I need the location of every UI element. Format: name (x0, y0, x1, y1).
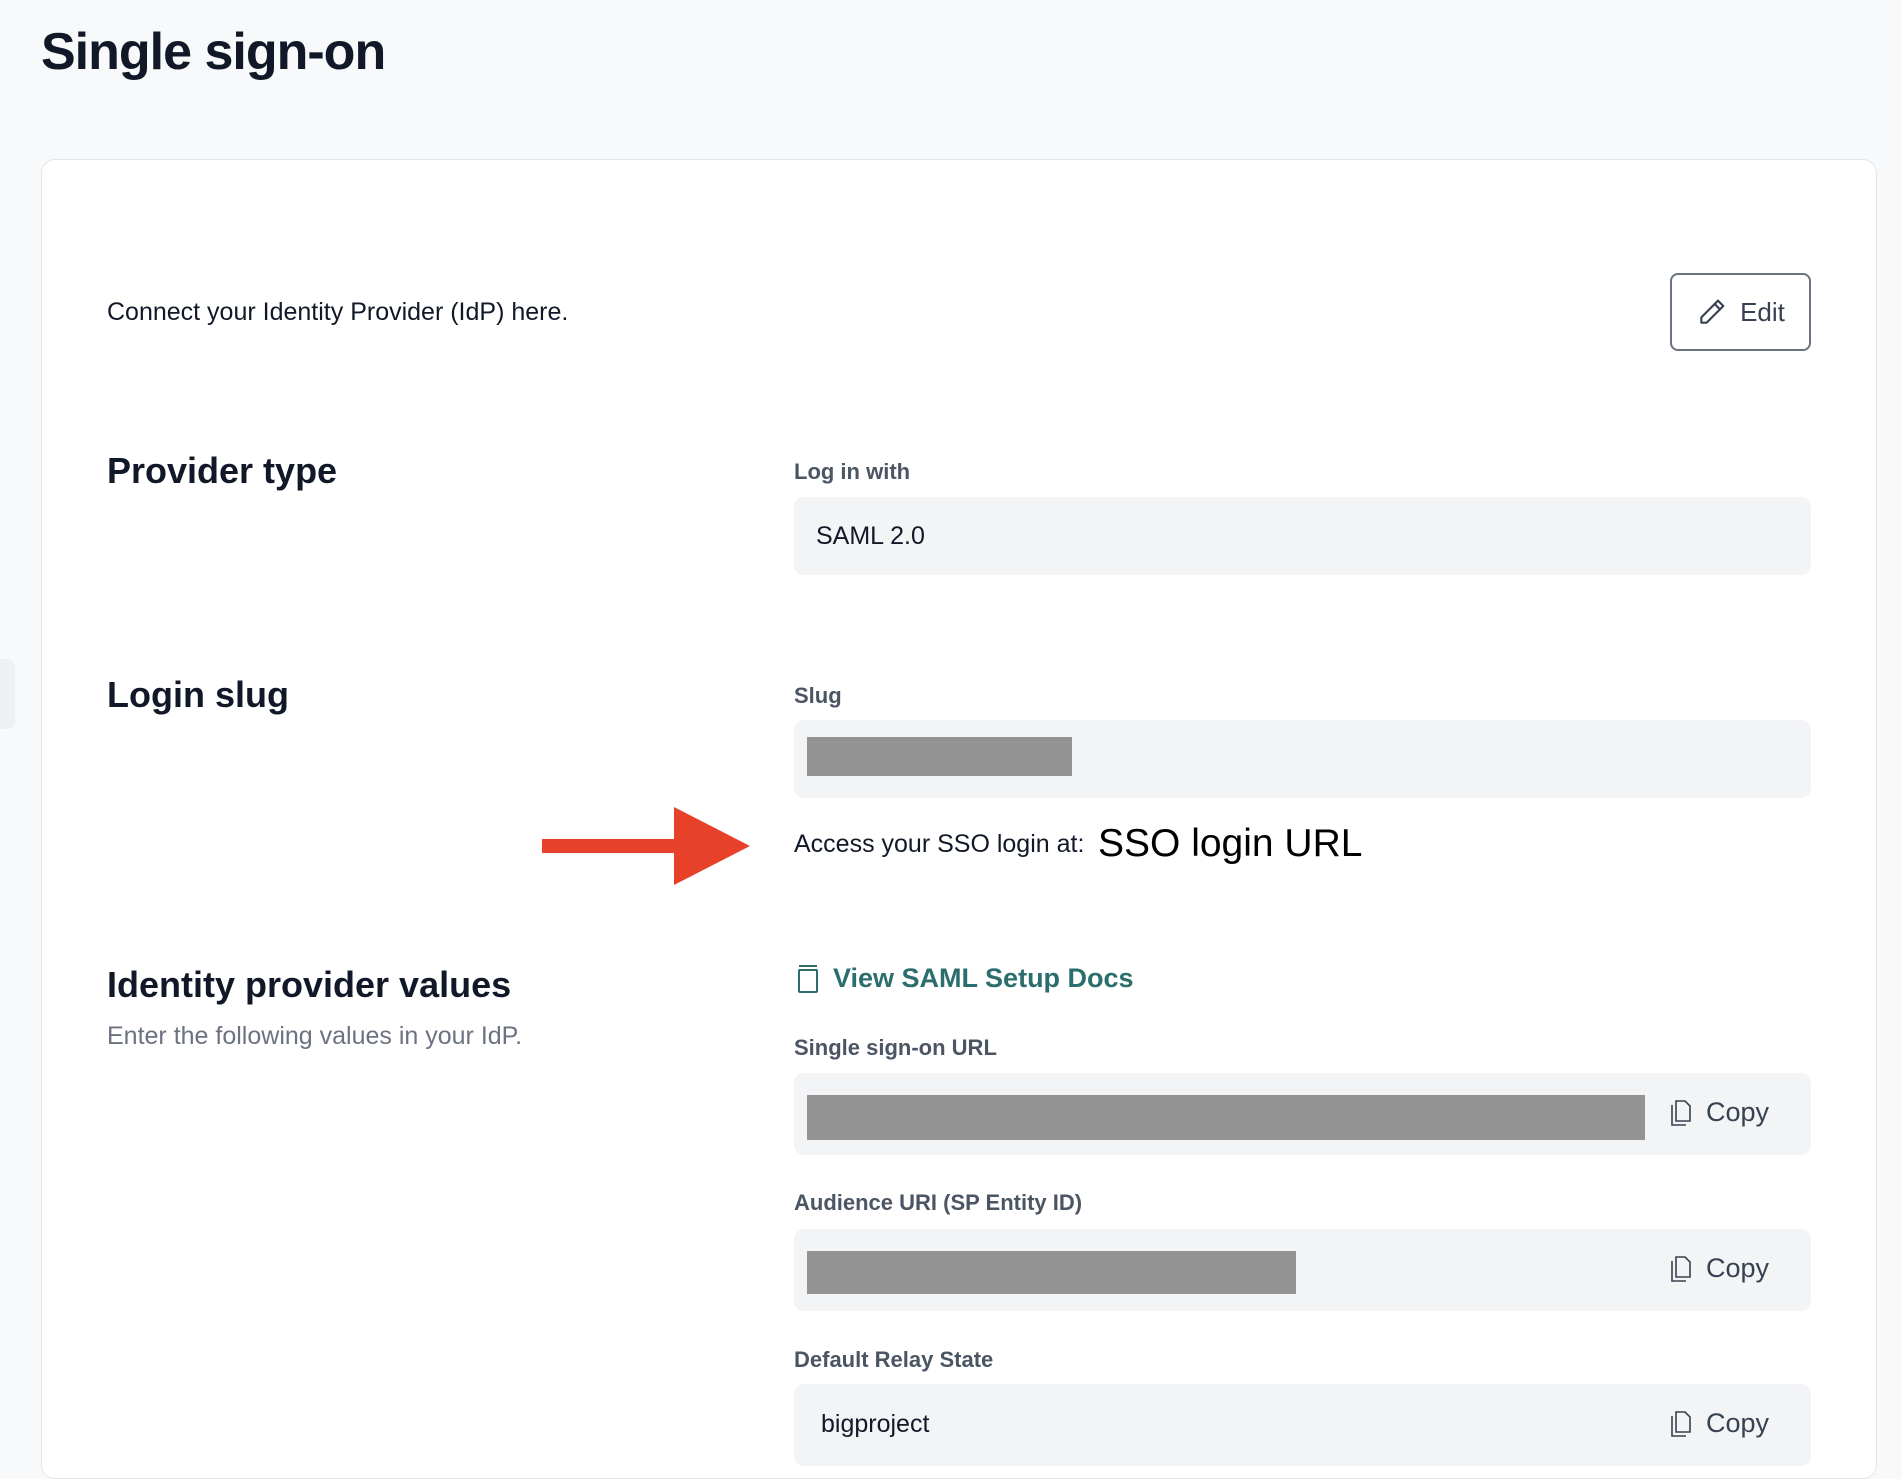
copy-relay-state-button[interactable]: Copy (1670, 1408, 1769, 1439)
log-in-with-value: SAML 2.0 (816, 522, 925, 550)
intro-text: Connect your Identity Provider (IdP) her… (107, 298, 569, 326)
page-title: Single sign-on (41, 23, 386, 81)
sso-url-field[interactable]: Copy (794, 1073, 1811, 1155)
book-icon (798, 964, 818, 993)
copy-icon (1671, 1099, 1691, 1126)
copy-label: Copy (1705, 1253, 1769, 1283)
pencil-icon (1700, 299, 1725, 324)
annotation-arrow-icon (542, 807, 750, 885)
side-panel-handle[interactable] (0, 659, 15, 729)
copy-label: Copy (1705, 1408, 1769, 1438)
edit-label: Edit (1740, 296, 1785, 327)
copy-label: Copy (1705, 1097, 1769, 1127)
copy-sso-url-button[interactable]: Copy (1670, 1097, 1769, 1128)
view-saml-docs-link[interactable]: View SAML Setup Docs (797, 963, 1134, 994)
view-saml-docs-label: View SAML Setup Docs (833, 963, 1134, 993)
sso-access-text: Access your SSO login at: (794, 830, 1085, 858)
copy-audience-uri-button[interactable]: Copy (1670, 1253, 1769, 1284)
slug-field[interactable] (794, 720, 1811, 798)
sso-login-url-annotation: SSO login URL (1098, 822, 1363, 865)
sso-url-label: Single sign-on URL (794, 1035, 997, 1060)
slug-label: Slug (794, 683, 842, 708)
login-slug-heading: Login slug (107, 674, 289, 715)
relay-state-field[interactable]: bigproject Copy (794, 1384, 1811, 1466)
copy-icon (1671, 1410, 1691, 1437)
relay-state-label: Default Relay State (794, 1347, 994, 1372)
log-in-with-label: Log in with (794, 459, 911, 484)
audience-uri-field[interactable]: Copy (794, 1229, 1811, 1311)
redacted-audience-uri (807, 1251, 1296, 1294)
redacted-slug (807, 737, 1072, 776)
identity-provider-values-heading: Identity provider values (107, 964, 512, 1005)
relay-state-value: bigproject (821, 1410, 930, 1438)
copy-icon (1671, 1255, 1691, 1282)
audience-uri-label: Audience URI (SP Entity ID) (794, 1190, 1083, 1215)
provider-type-heading: Provider type (107, 450, 338, 491)
identity-provider-values-subtitle: Enter the following values in your IdP. (107, 1022, 523, 1050)
edit-button[interactable]: Edit (1670, 273, 1811, 351)
log-in-with-field[interactable]: SAML 2.0 (794, 497, 1811, 575)
redacted-sso-url (807, 1095, 1645, 1140)
